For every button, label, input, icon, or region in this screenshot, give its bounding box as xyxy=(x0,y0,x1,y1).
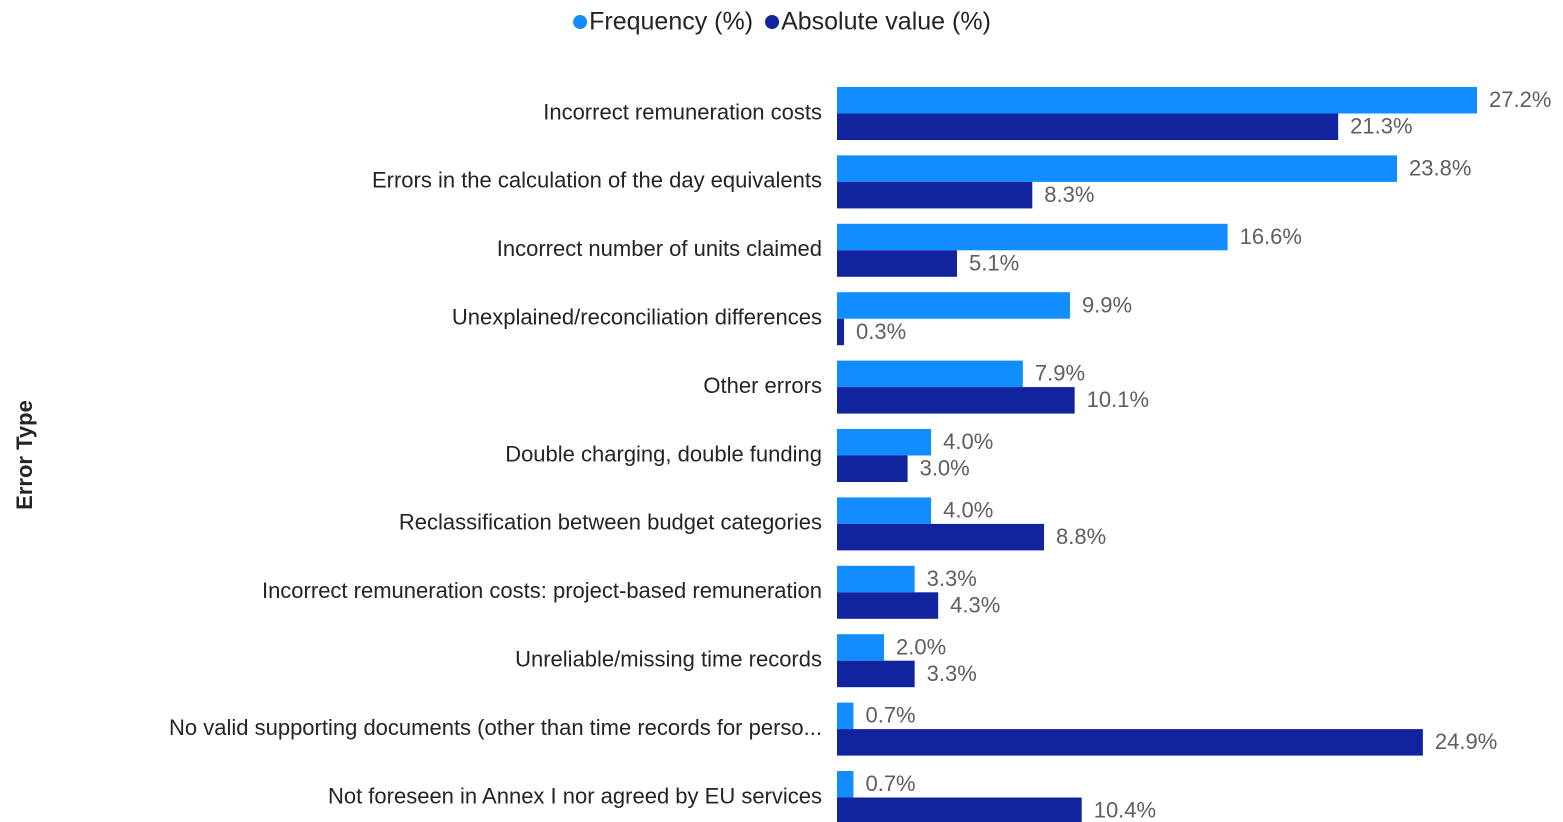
bar xyxy=(837,523,1045,551)
value-label: 23.8% xyxy=(1409,155,1471,180)
category-label: Reclassification between budget categori… xyxy=(399,510,822,535)
bar xyxy=(837,660,915,688)
value-label: 3.0% xyxy=(920,456,970,481)
category-label: Not foreseen in Annex I nor agreed by EU… xyxy=(328,783,822,808)
bar xyxy=(837,223,1228,251)
legend-label: Frequency (%) xyxy=(589,8,753,36)
category-label: Unreliable/missing time records xyxy=(515,647,822,672)
value-label: 27.2% xyxy=(1489,87,1551,112)
category-label: Other errors xyxy=(703,373,822,398)
value-label: 3.3% xyxy=(927,566,977,591)
legend-marker xyxy=(765,15,780,29)
bar xyxy=(837,729,1423,756)
bar xyxy=(837,87,1477,114)
value-label: 2.0% xyxy=(896,634,946,659)
value-label: 0.7% xyxy=(865,771,915,796)
value-label: 8.8% xyxy=(1056,524,1106,549)
value-label: 4.0% xyxy=(943,497,993,522)
bar xyxy=(837,797,1082,822)
bar xyxy=(837,702,854,730)
value-label: 0.3% xyxy=(856,319,906,344)
y-axis-label: Error Type xyxy=(12,400,37,510)
value-label: 3.3% xyxy=(927,661,977,686)
bar xyxy=(837,497,932,524)
value-label: 24.9% xyxy=(1435,729,1497,754)
bar xyxy=(837,592,939,619)
value-label: 5.1% xyxy=(969,250,1019,275)
value-label: 8.3% xyxy=(1044,182,1094,207)
bar xyxy=(837,429,932,456)
bar xyxy=(837,181,1033,209)
value-label: 0.7% xyxy=(865,703,915,728)
category-label: Incorrect remuneration costs: project-ba… xyxy=(262,578,822,603)
bar xyxy=(837,360,1023,388)
value-label: 21.3% xyxy=(1350,114,1412,139)
bar xyxy=(837,771,854,798)
category-label: No valid supporting documents (other tha… xyxy=(169,715,822,740)
value-label: 16.6% xyxy=(1240,224,1302,249)
bar xyxy=(837,113,1339,140)
legend-label: Absolute value (%) xyxy=(781,8,991,36)
value-label: 4.3% xyxy=(950,592,1000,617)
value-label: 4.0% xyxy=(943,429,993,454)
bar xyxy=(837,318,845,346)
bar xyxy=(837,455,908,482)
category-label: Incorrect remuneration costs xyxy=(543,99,822,124)
bar xyxy=(837,387,1075,414)
category-label: Double charging, double funding xyxy=(505,441,822,466)
value-label: 9.9% xyxy=(1082,292,1132,317)
bar xyxy=(837,155,1397,182)
bar xyxy=(837,292,1070,319)
value-label: 10.1% xyxy=(1087,387,1149,412)
category-label: Unexplained/reconciliation differences xyxy=(452,305,822,330)
bar xyxy=(837,634,885,661)
category-label: Errors in the calculation of the day equ… xyxy=(372,168,822,193)
legend-marker xyxy=(573,15,588,29)
bar xyxy=(837,565,915,593)
value-label: 7.9% xyxy=(1035,361,1085,386)
value-label: 10.4% xyxy=(1094,798,1156,822)
bar xyxy=(837,250,957,277)
category-label: Incorrect number of units claimed xyxy=(497,236,822,261)
